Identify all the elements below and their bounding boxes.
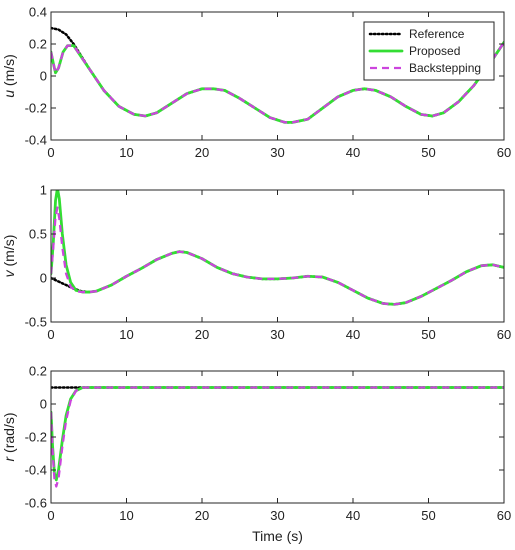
y-axis-label: r (rad/s)	[1, 412, 17, 461]
series-line-backstepping	[51, 206, 504, 306]
subplot-r: 0 10 20 30 40 50 60 -0.6 -0.4 -0.2 0 0.2 r (rad/s) Ti…	[1, 364, 511, 545]
series-line-proposed	[51, 190, 504, 306]
legend-label-reference: Reference	[409, 27, 465, 41]
y-tick-label: 0.2	[29, 364, 47, 379]
y-axis-label: u (m/s)	[1, 54, 17, 98]
series-line-proposed	[51, 386, 504, 482]
x-tick-label: 60	[497, 327, 511, 342]
y-tick-label: -0.5	[25, 315, 47, 330]
x-tick-label: 20	[195, 145, 209, 160]
x-tick-label: 40	[346, 327, 360, 342]
y-tick-label: 0	[40, 397, 47, 412]
x-tick-label: 10	[119, 145, 133, 160]
x-tick-label: 10	[119, 327, 133, 342]
y-tick-label: -0.4	[25, 133, 47, 148]
x-tick-label: 50	[421, 508, 435, 523]
series-line-backstepping	[51, 386, 504, 488]
y-axis-unit: (m/s)	[1, 235, 17, 271]
series-group	[51, 386, 504, 488]
series-line-backstepping	[51, 41, 504, 124]
series-group	[51, 190, 504, 306]
axes-box	[50, 189, 505, 323]
y-axis-variable: r	[1, 456, 17, 462]
subplot-v: 0 10 20 30 40 50 60-0.500.51v (m/s)	[1, 183, 511, 343]
y-axis-variable: v	[1, 269, 17, 277]
x-tick-label: 30	[270, 508, 284, 523]
y-tick-label: 0.2	[29, 37, 47, 52]
y-tick-label: 0	[40, 69, 47, 84]
axes-box	[50, 370, 505, 504]
x-axis-label: Time (s)	[252, 528, 303, 544]
x-tick-label: 60	[497, 508, 511, 523]
y-tick-label: -0.2	[25, 430, 47, 445]
x-tick-label: 30	[270, 145, 284, 160]
x-tick-label: 60	[497, 145, 511, 160]
y-tick-label: 0.4	[29, 5, 47, 20]
x-tick-label: 10	[119, 508, 133, 523]
legend-label-backstepping: Backstepping	[409, 61, 481, 75]
x-tick-label: 50	[421, 145, 435, 160]
legend: Reference Proposed Backstepping	[363, 21, 495, 81]
series-group	[51, 26, 504, 124]
subplot-u: 0 10 20 30 40 50 60 -0.4 -0.2 0 0.2 0.4 u (m/s) Refer…	[1, 5, 511, 161]
x-tick-label: 20	[195, 508, 209, 523]
y-tick-label: -0.6	[25, 496, 47, 511]
x-tick-label: 0	[47, 145, 54, 160]
y-tick-label: -0.4	[25, 463, 47, 478]
x-tick-label: 0	[47, 508, 54, 523]
y-axis-unit: (m/s)	[1, 54, 17, 90]
x-tick-label: 30	[270, 327, 284, 342]
y-axis-variable: u	[1, 90, 17, 98]
y-tick-label: 1	[40, 183, 47, 198]
y-tick-label: 0.5	[29, 227, 47, 242]
x-tick-label: 40	[346, 145, 360, 160]
x-tick-label: 20	[195, 327, 209, 342]
x-tick-label: 50	[421, 327, 435, 342]
y-axis-label: v (m/s)	[1, 235, 17, 278]
y-tick-label: -0.2	[25, 101, 47, 116]
y-axis-unit: (rad/s)	[1, 412, 17, 456]
y-tick-label: 0	[40, 271, 47, 286]
x-tick-label: 40	[346, 508, 360, 523]
legend-label-proposed: Proposed	[409, 44, 460, 58]
x-tick-label: 0	[47, 327, 54, 342]
